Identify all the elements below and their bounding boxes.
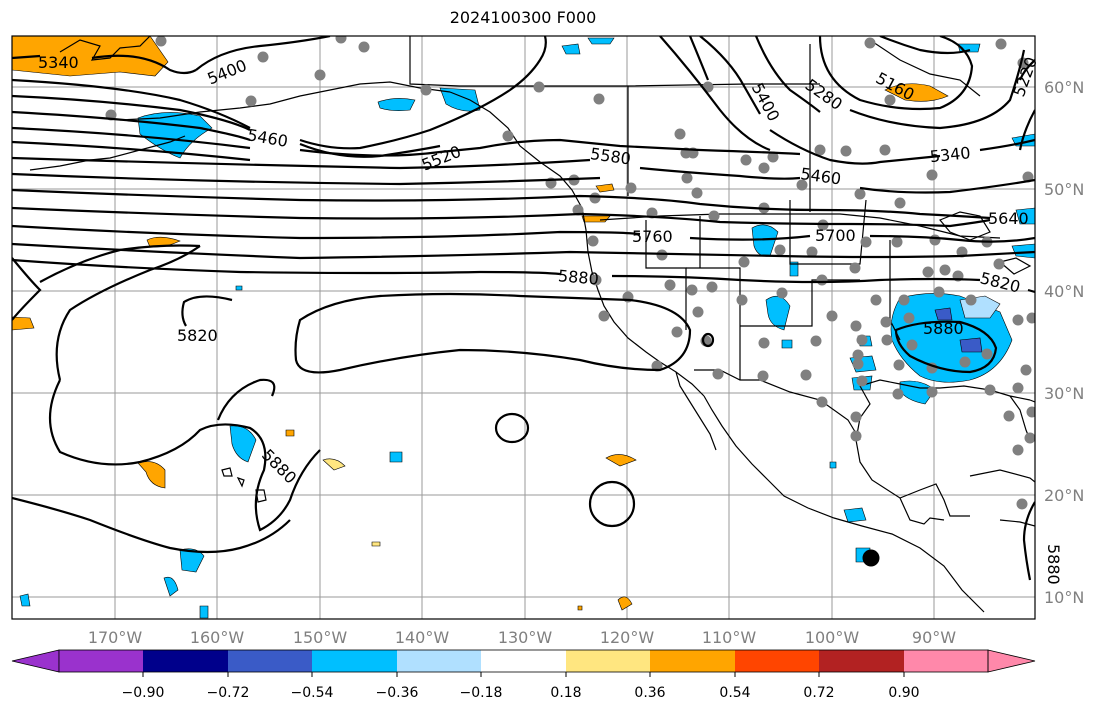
colorbar-extend-high — [987, 649, 1036, 673]
lat-label: 60°N — [1044, 78, 1084, 97]
lon-label: 120°W — [600, 628, 655, 647]
colorbar-tick-label: 0.36 — [634, 685, 665, 701]
contour-label: 5880 — [923, 319, 964, 338]
map-title: 2024100300 F000 — [449, 8, 597, 27]
height-contours — [12, 36, 1035, 581]
colorbar-outline — [58, 649, 989, 673]
colorbar-segment — [481, 650, 566, 672]
colorbar-tick-label: 0.72 — [803, 685, 834, 701]
colorbar-segment — [650, 650, 735, 672]
colorbar-tick-label: −0.90 — [122, 685, 165, 701]
positive-shading — [12, 36, 949, 611]
colorbar-tick-labels: −0.90 −0.72 −0.54 −0.36 −0.18 0.18 0.36 … — [122, 685, 920, 701]
lon-label: 170°W — [88, 628, 143, 647]
lon-label: 130°W — [498, 628, 553, 647]
colorbar-segment — [735, 650, 819, 672]
colorbar-segment — [397, 650, 481, 672]
lat-label: 10°N — [1044, 588, 1084, 607]
colorbar-tick-label: −0.18 — [460, 685, 503, 701]
colorbar-tick-label: −0.72 — [207, 685, 250, 701]
lon-label: 110°W — [702, 628, 757, 647]
latitude-labels: 60°N 50°N 40°N 30°N 20°N 10°N — [1044, 78, 1084, 607]
contour-label: 5820 — [177, 326, 218, 345]
lat-label: 20°N — [1044, 486, 1084, 505]
colorbar-segment — [59, 650, 143, 672]
longitude-labels: 170°W 160°W 150°W 140°W 130°W 120°W 110°… — [88, 628, 956, 647]
contour-label: 5640 — [988, 209, 1029, 228]
colorbar — [11, 649, 1036, 677]
colorbar-segment — [143, 650, 228, 672]
colorbar-tick-label: −0.36 — [376, 685, 419, 701]
colorbar-tick-label: 0.54 — [719, 685, 750, 701]
colorbar-segment — [228, 650, 312, 672]
lat-label: 50°N — [1044, 180, 1084, 199]
contour-label: 5340 — [38, 53, 79, 72]
colorbar-segment — [312, 650, 397, 672]
contour-label: 5880 — [1044, 544, 1063, 585]
contour-label: 5880 — [557, 266, 599, 288]
lon-label: 140°W — [395, 628, 450, 647]
lat-label: 40°N — [1044, 282, 1084, 301]
colorbar-segment — [904, 650, 988, 672]
colorbar-segment — [819, 650, 904, 672]
lon-label: 90°W — [912, 628, 956, 647]
coastlines-and-borders — [29, 36, 1035, 613]
colorbar-tick-label: 0.90 — [888, 685, 919, 701]
marker-dot — [862, 549, 880, 567]
lon-label: 100°W — [805, 628, 860, 647]
lon-label: 150°W — [293, 628, 348, 647]
colorbar-tick-label: −0.54 — [291, 685, 334, 701]
contour-label: 5760 — [632, 227, 673, 246]
colorbar-segment — [566, 650, 650, 672]
lat-label: 30°N — [1044, 384, 1084, 403]
lon-label: 160°W — [190, 628, 245, 647]
map-border — [11, 35, 1036, 620]
contour-label: 5340 — [929, 143, 971, 166]
colorbar-extend-low — [11, 649, 60, 673]
contour-label: 5700 — [815, 226, 856, 245]
colorbar-tick-label: 0.18 — [550, 685, 581, 701]
